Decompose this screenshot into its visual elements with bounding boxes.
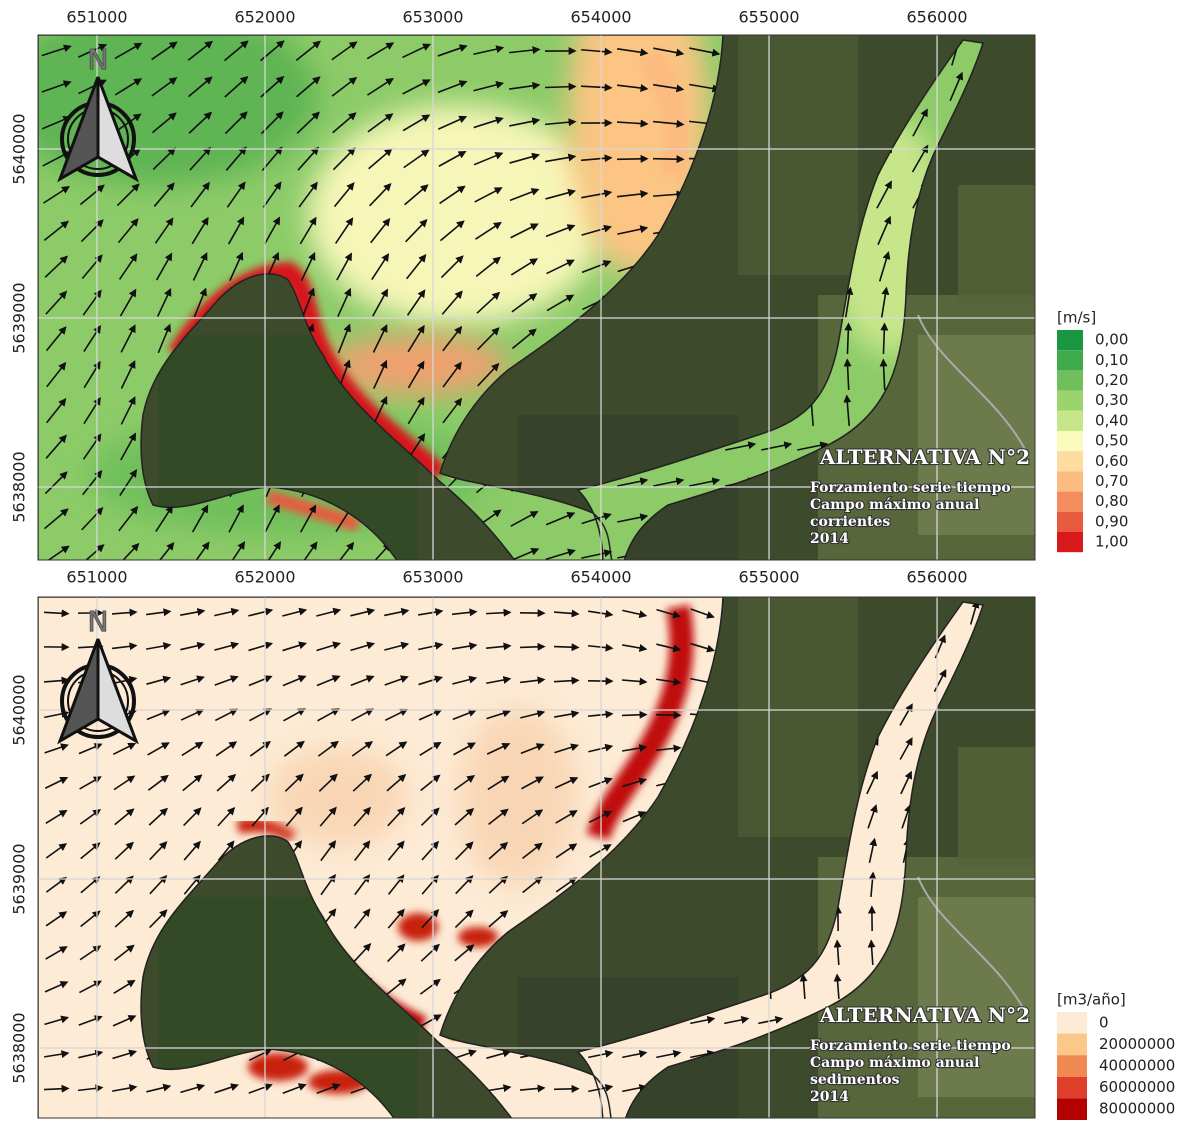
legend-swatch xyxy=(1057,350,1083,370)
x-tick-label: 656000 xyxy=(907,8,968,27)
legend-swatch xyxy=(1057,471,1083,491)
legend-swatch xyxy=(1057,1012,1087,1034)
x-tick-label: 652000 xyxy=(234,8,295,27)
flow-arrow xyxy=(653,159,683,160)
legend-label: 40000000 xyxy=(1099,1057,1175,1075)
flow-arrow xyxy=(847,324,848,354)
legend-label: 0,10 xyxy=(1095,351,1128,369)
land-patch xyxy=(738,597,858,837)
x-tick-label: 651000 xyxy=(66,8,127,27)
flow-arrow xyxy=(617,159,647,160)
legend-swatch xyxy=(1057,391,1083,411)
y-tick-label: 5638000 xyxy=(10,1012,29,1083)
flow-arrow xyxy=(44,1088,68,1089)
legend-label: 0 xyxy=(1099,1013,1109,1031)
x-tick-label: 655000 xyxy=(738,8,799,27)
legend-label: 1,00 xyxy=(1095,533,1128,551)
flow-arrow xyxy=(545,86,575,87)
legend-swatch xyxy=(1057,1055,1087,1077)
legend-label: 0,40 xyxy=(1095,411,1128,429)
flow-arrow xyxy=(622,715,646,716)
legend-swatch xyxy=(1057,1077,1087,1099)
north-label: N xyxy=(88,43,109,76)
legend-label: 0,30 xyxy=(1095,391,1128,409)
land-patch xyxy=(738,35,858,275)
map-panel: N ALTERNATIVA N°2 Forzamiento serie tiempo… xyxy=(38,597,1038,1127)
transport-field xyxy=(268,747,408,847)
legend-label: 0,60 xyxy=(1095,452,1128,470)
annotation-line: Campo máximo anual xyxy=(810,497,979,513)
legend-title: [m/s] xyxy=(1057,309,1096,327)
legend-title: [m3/año] xyxy=(1057,991,1126,1009)
flow-arrow xyxy=(883,324,884,354)
land-patch xyxy=(958,747,1038,867)
legend-label: 0,00 xyxy=(1095,331,1128,349)
x-tick-label: 651000 xyxy=(66,568,127,587)
legend-label: 0,20 xyxy=(1095,371,1128,389)
transport-field xyxy=(458,707,578,887)
annotation-line: 2014 xyxy=(810,531,849,547)
flow-arrow xyxy=(554,647,578,648)
legend-swatch xyxy=(1057,532,1083,552)
speed-field xyxy=(308,105,608,325)
y-tick-label: 5638000 xyxy=(10,451,29,522)
x-tick-label: 653000 xyxy=(402,8,463,27)
legend-label: 0,70 xyxy=(1095,472,1128,490)
north-label: N xyxy=(88,605,109,638)
land-patch xyxy=(958,185,1038,305)
legend-swatch xyxy=(1057,411,1083,431)
x-tick-label: 654000 xyxy=(570,8,631,27)
legend-label: 0,80 xyxy=(1095,492,1128,510)
y-tick-label: 5639000 xyxy=(10,282,29,353)
y-tick-label: 5640000 xyxy=(10,113,29,184)
legend-swatch xyxy=(1057,370,1083,390)
legend-label: 0,90 xyxy=(1095,512,1128,530)
annotation-title: ALTERNATIVA N°2 xyxy=(819,445,1030,469)
annotation-title: ALTERNATIVA N°2 xyxy=(819,1003,1030,1027)
transport-hotspot xyxy=(458,927,498,947)
flow-arrow xyxy=(554,1089,578,1090)
legend-swatch xyxy=(1057,492,1083,512)
legend-swatch xyxy=(1057,1034,1087,1056)
x-tick-label: 653000 xyxy=(402,568,463,587)
legend-swatch xyxy=(1057,330,1083,350)
legend-label: 60000000 xyxy=(1099,1078,1175,1096)
legend-label: 20000000 xyxy=(1099,1035,1175,1053)
annotation-line: Forzamiento serie tiempo xyxy=(810,480,1011,496)
legend-swatch xyxy=(1057,1098,1087,1120)
x-tick-label: 652000 xyxy=(234,568,295,587)
y-tick-label: 5640000 xyxy=(10,674,29,745)
annotation-line: Forzamiento serie tiempo xyxy=(810,1038,1011,1054)
flow-arrow xyxy=(520,647,544,648)
map-panel: N ALTERNATIVA N°2 Forzamiento serie tiempo… xyxy=(0,0,1043,568)
annotation-line: sedimentos xyxy=(810,1072,900,1088)
annotation-line: Campo máximo anual xyxy=(810,1055,979,1071)
x-tick-label: 656000 xyxy=(907,568,968,587)
legend-label: 0,50 xyxy=(1095,432,1128,450)
x-tick-label: 654000 xyxy=(570,568,631,587)
annotation-line: 2014 xyxy=(810,1089,849,1105)
legend-swatch xyxy=(1057,431,1083,451)
flow-arrow xyxy=(656,715,680,716)
legend-swatch xyxy=(1057,512,1083,532)
legend-swatch xyxy=(1057,451,1083,471)
speed-field xyxy=(0,5,318,185)
x-tick-label: 655000 xyxy=(738,568,799,587)
legend-label: 80000000 xyxy=(1099,1100,1175,1118)
y-tick-label: 5639000 xyxy=(10,843,29,914)
annotation-line: corrientes xyxy=(810,514,890,530)
